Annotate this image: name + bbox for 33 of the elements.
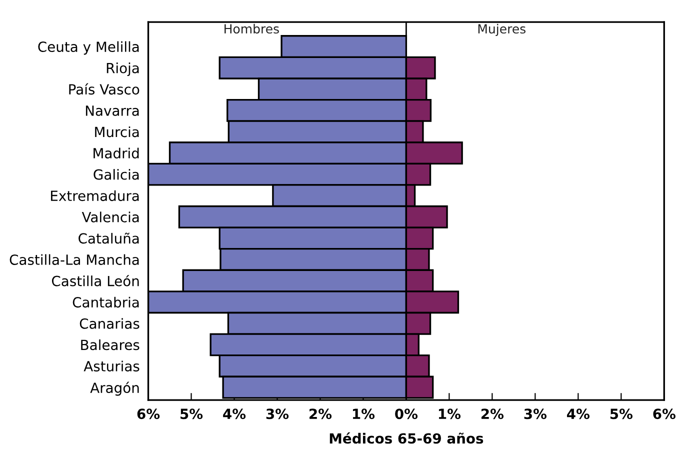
y-tick-label: Cataluña [78,232,139,244]
x-tick-label: 6% [137,408,160,420]
y-tick-label: Aragón [90,382,139,396]
y-tick-label: Castilla León [52,274,139,286]
y-tick-label: Navarra [86,106,139,116]
y-tick-label: Castilla-La Mancha [10,254,139,265]
x-tick-label: 5% [180,408,203,420]
y-tick-label: Galicia [94,169,139,180]
y-tick-label: Baleares [81,339,140,350]
x-tick-label: 2% [310,408,332,420]
x-tick-label: 4% [223,408,246,420]
y-tick-label: Valencia [82,212,139,222]
y-tick-label: Madrid [94,148,139,158]
x-tick-label: 3% [266,408,289,420]
y-tick-label: Asturias [84,360,140,372]
y-tick-label: Ceuta y Melilla [38,41,139,55]
y-tick-label: Murcia [95,126,139,138]
x-axis-title: Médicos 65-69 años [330,432,484,444]
x-tick-label: 5% [610,408,632,420]
x-tick-label: 4% [566,408,590,420]
x-tick-label: 0% [395,408,418,420]
text: Mujeres [478,24,526,36]
x-tick-label: 1% [438,408,461,420]
y-tick-label: Extremadura [51,190,139,202]
series-label: Hombres [224,24,279,34]
x-tick-label: 2% [481,408,504,420]
x-tick-label: 3% [524,408,547,420]
x-tick-label: 1% [352,408,375,420]
x-tick-label: 6% [653,408,676,420]
y-tick-label: País Vasco [69,83,140,95]
y-tick-label: Cantabria [72,296,139,308]
y-tick-label: Rioja [106,62,139,76]
y-tick-label: Canarias [80,318,140,329]
